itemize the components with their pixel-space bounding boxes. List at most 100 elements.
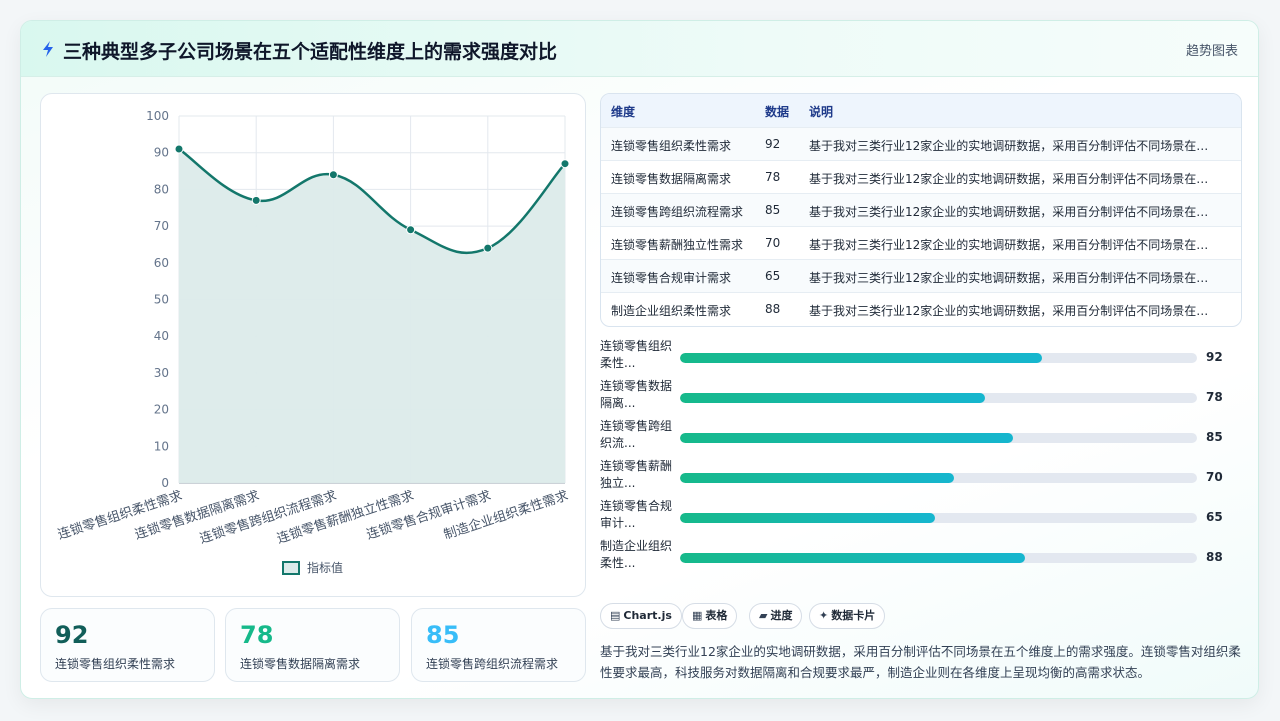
progress-value: 88 xyxy=(1206,550,1223,564)
data-point[interactable] xyxy=(251,195,261,205)
progress-row: 连锁零售组织柔性... 92 xyxy=(600,338,1242,374)
x-tick-label: 连锁零售组织柔性需求 xyxy=(56,488,185,543)
table-row: 制造企业组织柔性需求 88 基于我对三类行业12家企业的实地调研数据，采用百分制评估… xyxy=(601,292,1241,325)
line-chart-panel: 0 10 20 30 40 50 60 70 80 90 100 连锁零售组织柔性需求 连锁零售数据隔离… xyxy=(40,93,586,597)
progress-value: 70 xyxy=(1206,470,1223,484)
chip-chart[interactable]: ▤ Chart.js xyxy=(600,603,682,629)
lightning-icon xyxy=(43,41,53,57)
progress-row: 连锁零售薪酬独立... 70 xyxy=(600,458,1242,494)
progress-row: 连锁零售跨组织流... 85 xyxy=(600,418,1242,454)
progress-fill xyxy=(680,433,1014,443)
data-point[interactable] xyxy=(483,243,493,253)
progress-label: 连锁零售薪酬独立... xyxy=(600,459,673,490)
table-row: 连锁零售合规审计需求 65 基于我对三类行业12家企业的实地调研数据，采用百分制评估… xyxy=(601,259,1241,292)
y-tick-label: 50 xyxy=(154,293,169,307)
chip-card[interactable]: ✦ 数据卡片 xyxy=(809,603,886,629)
progress-row: 制造企业组织柔性... 88 xyxy=(600,538,1242,574)
card-header: 三种典型多子公司场景在五个适配性维度上的需求强度对比 趋势图表 xyxy=(21,21,1258,77)
table-cell-description: 基于我对三类行业12家企业的实地调研数据，采用百分制评估不同场景在五... xyxy=(809,304,1219,318)
progress-row: 连锁零售数据隔离... 78 xyxy=(600,378,1242,414)
progress-track xyxy=(680,473,1197,483)
chip-table[interactable]: ▦ 表格 xyxy=(682,603,738,629)
x-tick-label: 连锁零售合规审计需求 xyxy=(364,488,493,543)
y-tick-label: 100 xyxy=(146,109,169,123)
kpi-label: 连锁零售数据隔离需求 xyxy=(240,657,361,671)
chart-icon: ▤ xyxy=(610,609,621,622)
table-header-row: 维度 数据 说明 xyxy=(601,94,1241,127)
data-point[interactable] xyxy=(406,225,416,235)
data-point[interactable] xyxy=(328,170,338,180)
legend-label[interactable]: 指标值 xyxy=(307,560,343,575)
table-row: 连锁零售数据隔离需求 78 基于我对三类行业12家企业的实地调研数据，采用百分制评估… xyxy=(601,160,1241,193)
table-row: 连锁零售组织柔性需求 92 基于我对三类行业12家企业的实地调研数据，采用百分制评估… xyxy=(601,127,1241,160)
progress-label: 连锁零售跨组织流... xyxy=(600,419,673,450)
series-line xyxy=(178,147,566,255)
progress-label: 连锁零售合规审计... xyxy=(600,499,673,530)
kpi-value: 92 xyxy=(55,621,89,649)
table-cell-dimension: 连锁零售跨组织流程需求 xyxy=(611,205,744,219)
table-cell-value: 78 xyxy=(765,170,781,184)
progress-icon: ▰ xyxy=(759,609,768,622)
page-title: 三种典型多子公司场景在五个适配性维度上的需求强度对比 xyxy=(63,41,558,63)
table-header-cell: 说明 xyxy=(809,105,834,119)
table-cell-description: 基于我对三类行业12家企业的实地调研数据，采用百分制评估不同场景在五... xyxy=(809,271,1219,285)
table-cell-value: 70 xyxy=(765,236,781,250)
table-cell-value: 85 xyxy=(765,203,781,217)
progress-label: 连锁零售数据隔离... xyxy=(600,379,673,410)
data-point[interactable] xyxy=(560,159,570,169)
card-icon: ✦ xyxy=(819,609,829,622)
table-cell-description: 基于我对三类行业12家企业的实地调研数据，采用百分制评估不同场景在五... xyxy=(809,139,1219,153)
progress-fill xyxy=(680,553,1025,563)
chip-label: Chart.js xyxy=(623,609,672,622)
legend-swatch[interactable] xyxy=(282,561,300,575)
progress-fill xyxy=(680,473,954,483)
table-cell-value: 65 xyxy=(765,269,781,283)
table-cell-description: 基于我对三类行业12家企业的实地调研数据，采用百分制评估不同场景在五... xyxy=(809,172,1219,186)
kpi-label: 连锁零售组织柔性需求 xyxy=(55,657,176,671)
y-tick-label: 90 xyxy=(154,146,169,160)
table-cell-value: 92 xyxy=(765,137,781,151)
y-tick-label: 20 xyxy=(154,403,169,417)
kpi-card: 92 连锁零售组织柔性需求 xyxy=(40,608,215,682)
table-row: 连锁零售跨组织流程需求 85 基于我对三类行业12家企业的实地调研数据，采用百分制评… xyxy=(601,193,1241,226)
line-chart: 0 10 20 30 40 50 60 70 80 90 100 连锁零售组织柔性需求连锁零售数据隔离… xyxy=(56,109,571,575)
table-cell-description: 基于我对三类行业12家企业的实地调研数据，采用百分制评估不同场景在五... xyxy=(809,238,1219,252)
data-point[interactable] xyxy=(174,144,184,154)
chip-label: 表格 xyxy=(705,609,728,622)
progress-label: 制造企业组织柔性... xyxy=(600,539,673,570)
y-tick-label: 60 xyxy=(154,256,169,270)
kpi-card: 78 连锁零售数据隔离需求 xyxy=(225,608,400,682)
x-tick-label: 制造企业组织柔性需求 xyxy=(442,488,571,543)
kpi-value: 85 xyxy=(426,621,460,649)
x-tick-label: 连锁零售数据隔离需求 xyxy=(133,488,262,543)
progress-fill xyxy=(680,353,1042,363)
chip-progress[interactable]: ▰ 进度 xyxy=(749,603,803,629)
x-tick-label: 连锁零售跨组织流程需求 xyxy=(198,488,339,547)
table-header-cell: 维度 xyxy=(611,105,636,119)
progress-fill xyxy=(680,393,986,403)
x-tick-label: 连锁零售薪酬独立性需求 xyxy=(275,488,416,547)
progress-value: 65 xyxy=(1206,510,1223,524)
progress-track xyxy=(680,353,1197,363)
progress-track xyxy=(680,433,1197,443)
chart-description: 基于我对三类行业12家企业的实地调研数据，采用百分制评估不同场景在五个维度上的需… xyxy=(600,644,1241,680)
y-tick-label: 10 xyxy=(154,439,169,453)
y-tick-label: 0 xyxy=(161,476,169,490)
progress-track xyxy=(680,553,1197,563)
progress-fill xyxy=(680,513,935,523)
y-tick-label: 30 xyxy=(154,366,169,380)
series-area xyxy=(179,149,565,483)
chart-type-tag: 趋势图表 xyxy=(1185,44,1238,59)
y-tick-label: 80 xyxy=(154,182,169,196)
kpi-card: 85 连锁零售跨组织流程需求 xyxy=(411,608,586,682)
progress-label: 连锁零售组织柔性... xyxy=(600,339,673,370)
table-cell-dimension: 制造企业组织柔性需求 xyxy=(611,304,732,318)
progress-row: 连锁零售合规审计... 65 xyxy=(600,498,1242,534)
progress-value: 78 xyxy=(1206,390,1223,404)
progress-track xyxy=(680,513,1197,523)
y-tick-label: 40 xyxy=(154,329,169,343)
kpi-value: 78 xyxy=(240,621,274,649)
chip-label: 数据卡片 xyxy=(831,609,876,622)
table-cell-dimension: 连锁零售薪酬独立性需求 xyxy=(611,238,744,252)
chip-label: 进度 xyxy=(770,609,793,622)
